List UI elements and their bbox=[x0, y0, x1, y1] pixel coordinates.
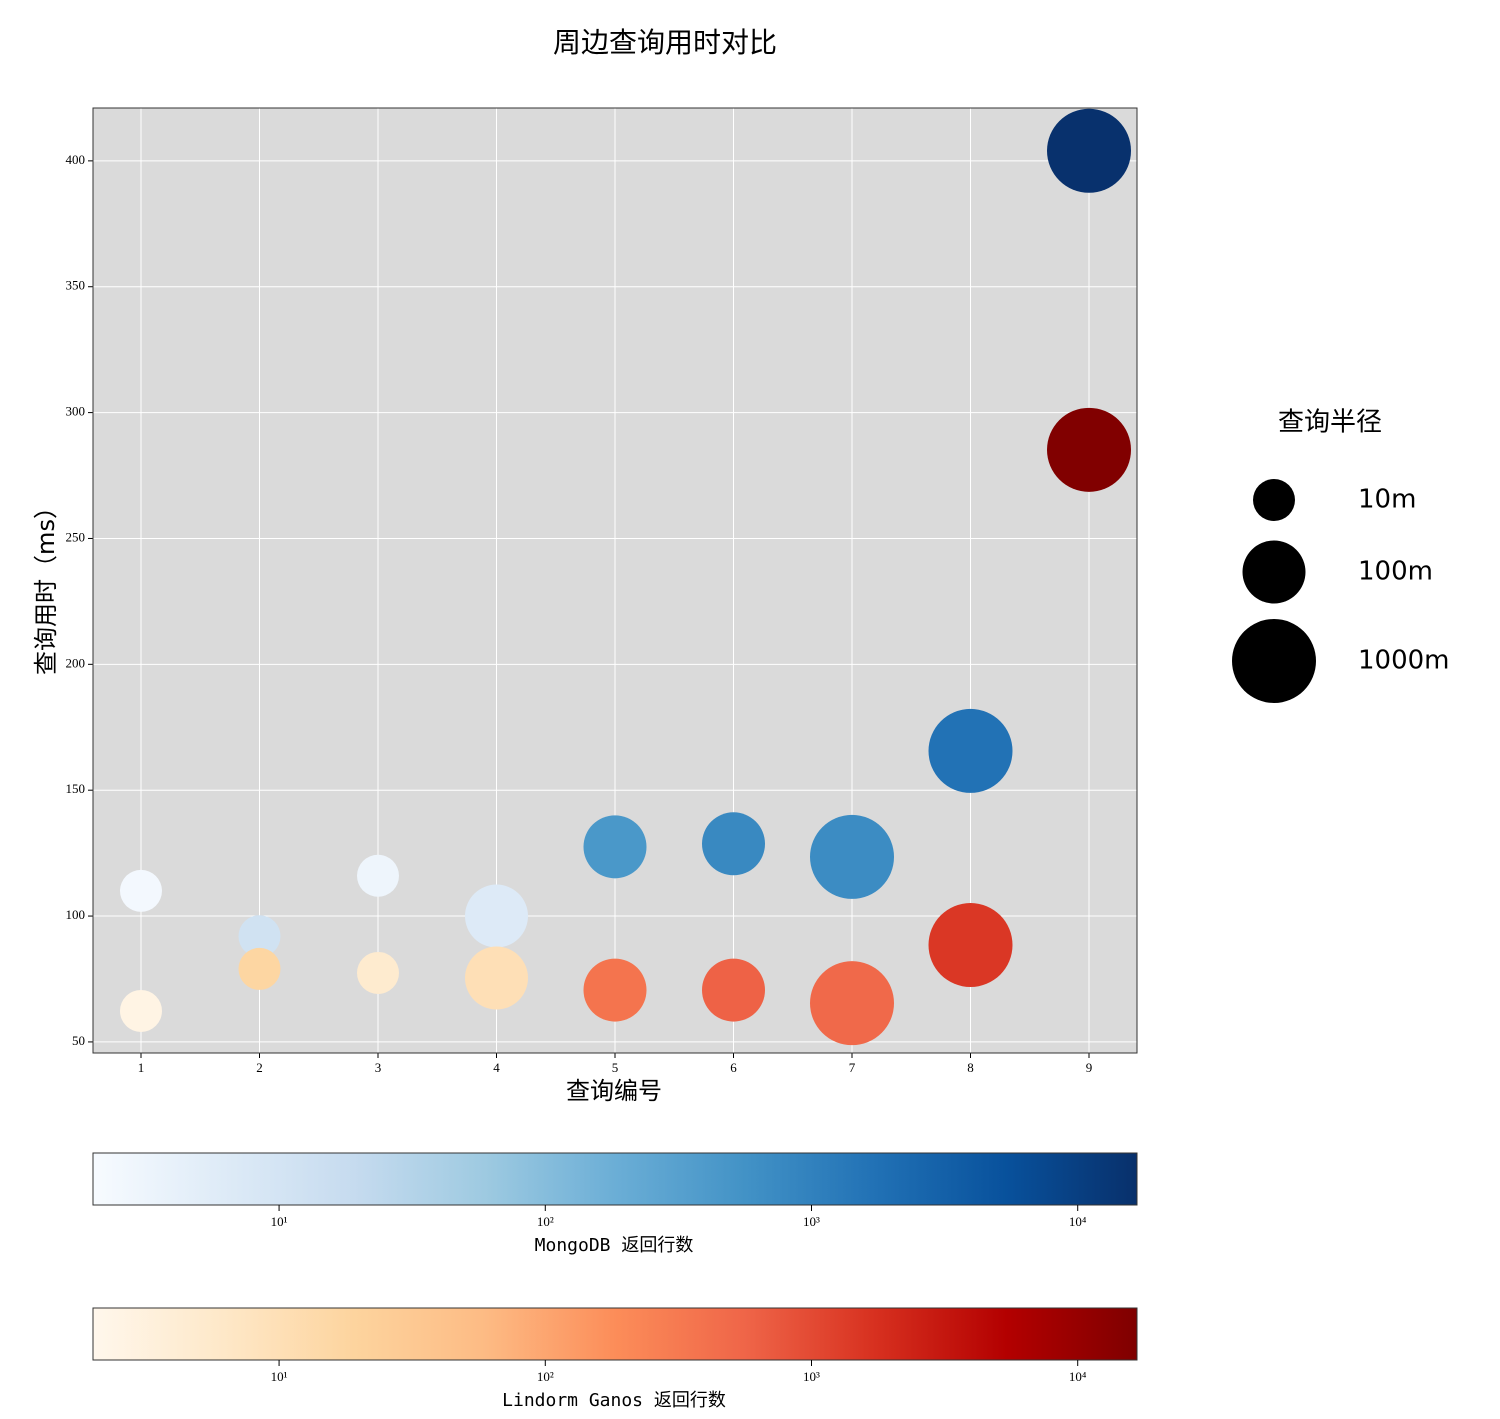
bubble bbox=[238, 947, 281, 990]
bubble bbox=[356, 854, 399, 897]
plot-frame bbox=[92, 107, 1138, 1054]
bubble bbox=[583, 958, 647, 1022]
bubble bbox=[464, 946, 528, 1010]
size-legend-marker bbox=[1242, 540, 1306, 604]
bubble bbox=[119, 989, 162, 1032]
x-axis-label: 查询编号 bbox=[566, 1077, 662, 1105]
size-legend-label: 100m bbox=[1358, 557, 1433, 587]
x-tick-label: 8 bbox=[967, 1060, 974, 1075]
bubble bbox=[119, 869, 162, 912]
bubble bbox=[810, 814, 895, 899]
x-tick-label: 9 bbox=[1086, 1060, 1093, 1075]
x-tick-label: 5 bbox=[612, 1060, 619, 1075]
bubble bbox=[1047, 108, 1132, 193]
y-tick-label: 100 bbox=[66, 907, 86, 922]
colorbar-label: MongoDB 返回行数 bbox=[535, 1235, 694, 1256]
bubble bbox=[1047, 407, 1132, 492]
colorbar bbox=[92, 1152, 1138, 1206]
colorbar bbox=[92, 1307, 1138, 1361]
y-tick-label: 50 bbox=[72, 1033, 85, 1048]
y-tick-label: 300 bbox=[66, 404, 86, 419]
colorbar-tick-label: 10³ bbox=[803, 1369, 820, 1384]
y-tick-label: 250 bbox=[66, 529, 86, 544]
colorbar-tick-label: 10⁴ bbox=[1069, 1369, 1087, 1384]
x-tick-label: 2 bbox=[256, 1060, 263, 1075]
bubble bbox=[928, 708, 1013, 793]
x-tick-label: 3 bbox=[375, 1060, 382, 1075]
bubble bbox=[356, 951, 399, 994]
colorbar-label: Lindorm Ganos 返回行数 bbox=[502, 1390, 726, 1411]
y-axis-label: 查询用时（ms） bbox=[32, 495, 60, 675]
y-tick-label: 350 bbox=[66, 278, 86, 293]
bubble bbox=[928, 903, 1013, 988]
bubble bbox=[464, 884, 528, 948]
colorbar-tick-label: 10⁴ bbox=[1069, 1214, 1087, 1229]
bubble bbox=[702, 812, 766, 876]
y-tick-label: 400 bbox=[66, 152, 86, 167]
bubble bbox=[702, 958, 766, 1022]
size-legend-title: 查询半径 bbox=[1278, 408, 1382, 438]
bubble bbox=[238, 915, 281, 958]
colorbar-tick-label: 10³ bbox=[803, 1214, 820, 1229]
y-tick-label: 150 bbox=[66, 781, 86, 796]
bubble bbox=[583, 815, 647, 879]
size-legend-label: 10m bbox=[1358, 485, 1416, 515]
colorbar-tick-label: 10² bbox=[537, 1369, 554, 1384]
colorbar-tick-label: 10¹ bbox=[271, 1369, 288, 1384]
size-legend-marker bbox=[1253, 479, 1295, 521]
x-tick-label: 4 bbox=[493, 1060, 500, 1075]
colorbar-tick-label: 10² bbox=[537, 1214, 554, 1229]
y-tick-label: 200 bbox=[66, 655, 86, 670]
size-legend-marker bbox=[1232, 619, 1316, 703]
x-tick-label: 6 bbox=[730, 1060, 737, 1075]
colorbar-tick-label: 10¹ bbox=[271, 1214, 288, 1229]
chart-title: 周边查询用时对比 bbox=[553, 26, 777, 59]
x-tick-label: 7 bbox=[849, 1060, 856, 1075]
x-tick-label: 1 bbox=[138, 1060, 145, 1075]
bubble bbox=[810, 961, 895, 1046]
size-legend-label: 1000m bbox=[1358, 646, 1450, 676]
